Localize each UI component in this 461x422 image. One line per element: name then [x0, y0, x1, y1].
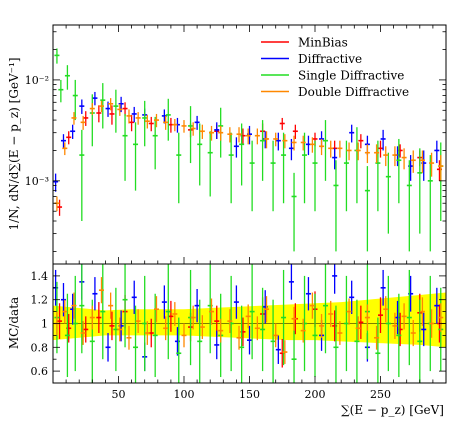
ratio-y-axis-label: MC/data: [7, 297, 21, 349]
ratio-y-tick-label: 1: [41, 318, 48, 331]
ratio-y-tick-label: 0.6: [31, 365, 49, 378]
x-axis-label: ∑(E − p_z) [GeV]: [341, 403, 444, 417]
y-tick-label: 10⁻²: [25, 74, 49, 87]
ratio-y-tick-label: 1.4: [31, 270, 49, 283]
ratio-panel: 0.6 0.8 1 1.2 1.4 50 100 150 200 250 MC/data ∑(E…: [7, 263, 447, 417]
y-tick-label: 10⁻³: [25, 175, 49, 188]
ratio-x-axis: 50 100 150 200 250: [65, 376, 434, 401]
ratio-y-axis: 0.6 0.8 1 1.2 1.4: [31, 263, 446, 384]
x-tick-label: 250: [370, 388, 391, 401]
legend: MinBias Diffractive Single Diffractive Doub…: [261, 36, 409, 99]
legend-label-single-diffractive: Single Diffractive: [298, 69, 404, 83]
x-tick-label: 100: [174, 388, 195, 401]
legend-label-diffractive: Diffractive: [298, 52, 362, 66]
main-x-axis-ticks: [65, 25, 434, 264]
x-tick-label: 150: [239, 388, 260, 401]
ratio-series-single-diffractive: [54, 264, 444, 383]
legend-label-double-diffractive: Double Diffractive: [298, 85, 409, 99]
ratio-y-tick-label: 0.8: [31, 341, 49, 354]
legend-label-minbias: MinBias: [298, 36, 348, 50]
main-y-axis-label: 1/N, dN/d∑(E − p_z) [GeV⁻¹]: [7, 58, 21, 231]
main-panel: 10⁻² 10⁻³ 1/N, dN/d∑(E − p_z) [GeV⁻¹]: [7, 24, 447, 265]
main-y-axis: 10⁻² 10⁻³: [25, 31, 446, 252]
x-tick-label: 200: [305, 388, 326, 401]
main-series-layer: [53, 48, 444, 252]
ratio-series-double-diffractive: [54, 277, 444, 364]
ratio-series-layer: [53, 264, 444, 383]
series-double-diffractive: [54, 98, 444, 212]
x-tick-label: 50: [112, 388, 126, 401]
ratio-y-tick-label: 1.2: [31, 294, 49, 307]
